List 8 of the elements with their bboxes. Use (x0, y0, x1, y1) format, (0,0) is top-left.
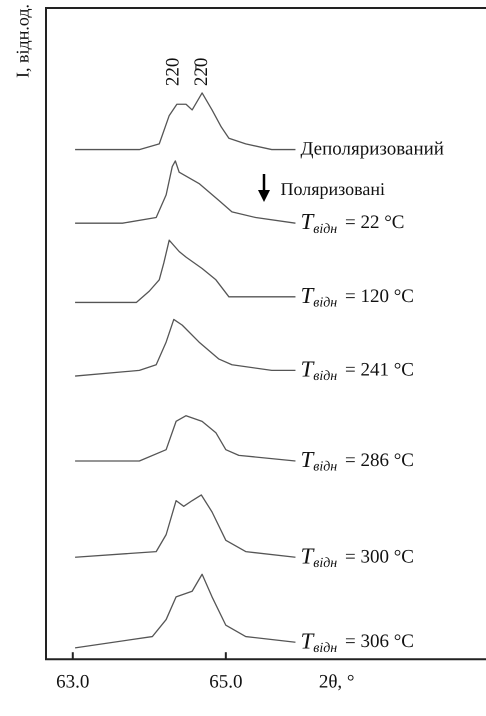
text: 22̄0 (191, 58, 212, 86)
text: 220 (162, 58, 184, 86)
x-tick-label: 65.0 (209, 672, 242, 693)
x-tick-label: 63.0 (56, 672, 90, 693)
y-axis-title: I, відн.од. (12, 4, 33, 78)
annotation: Поляризовані (280, 179, 386, 200)
series-label: Деполяризований (300, 138, 444, 160)
x-axis-title: 2θ, ° (318, 672, 355, 693)
